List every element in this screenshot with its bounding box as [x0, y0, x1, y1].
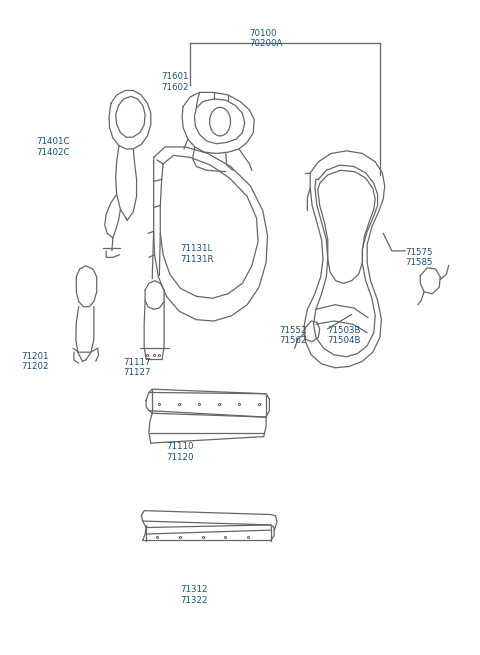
Text: 71312
71322: 71312 71322	[180, 586, 208, 605]
Text: 71601
71602: 71601 71602	[162, 72, 189, 92]
Text: 71117
71127: 71117 71127	[124, 358, 151, 377]
Text: 71131L
71131R: 71131L 71131R	[180, 244, 214, 264]
Text: 71110
71120: 71110 71120	[167, 443, 194, 462]
Text: 71401C
71402C: 71401C 71402C	[36, 138, 70, 157]
Text: 71575
71585: 71575 71585	[405, 248, 432, 267]
Text: 71503B
71504B: 71503B 71504B	[328, 326, 361, 345]
Text: 70100
70200A: 70100 70200A	[250, 29, 283, 48]
Text: 71552
71562: 71552 71562	[279, 326, 306, 345]
Text: 71201
71202: 71201 71202	[22, 352, 49, 371]
